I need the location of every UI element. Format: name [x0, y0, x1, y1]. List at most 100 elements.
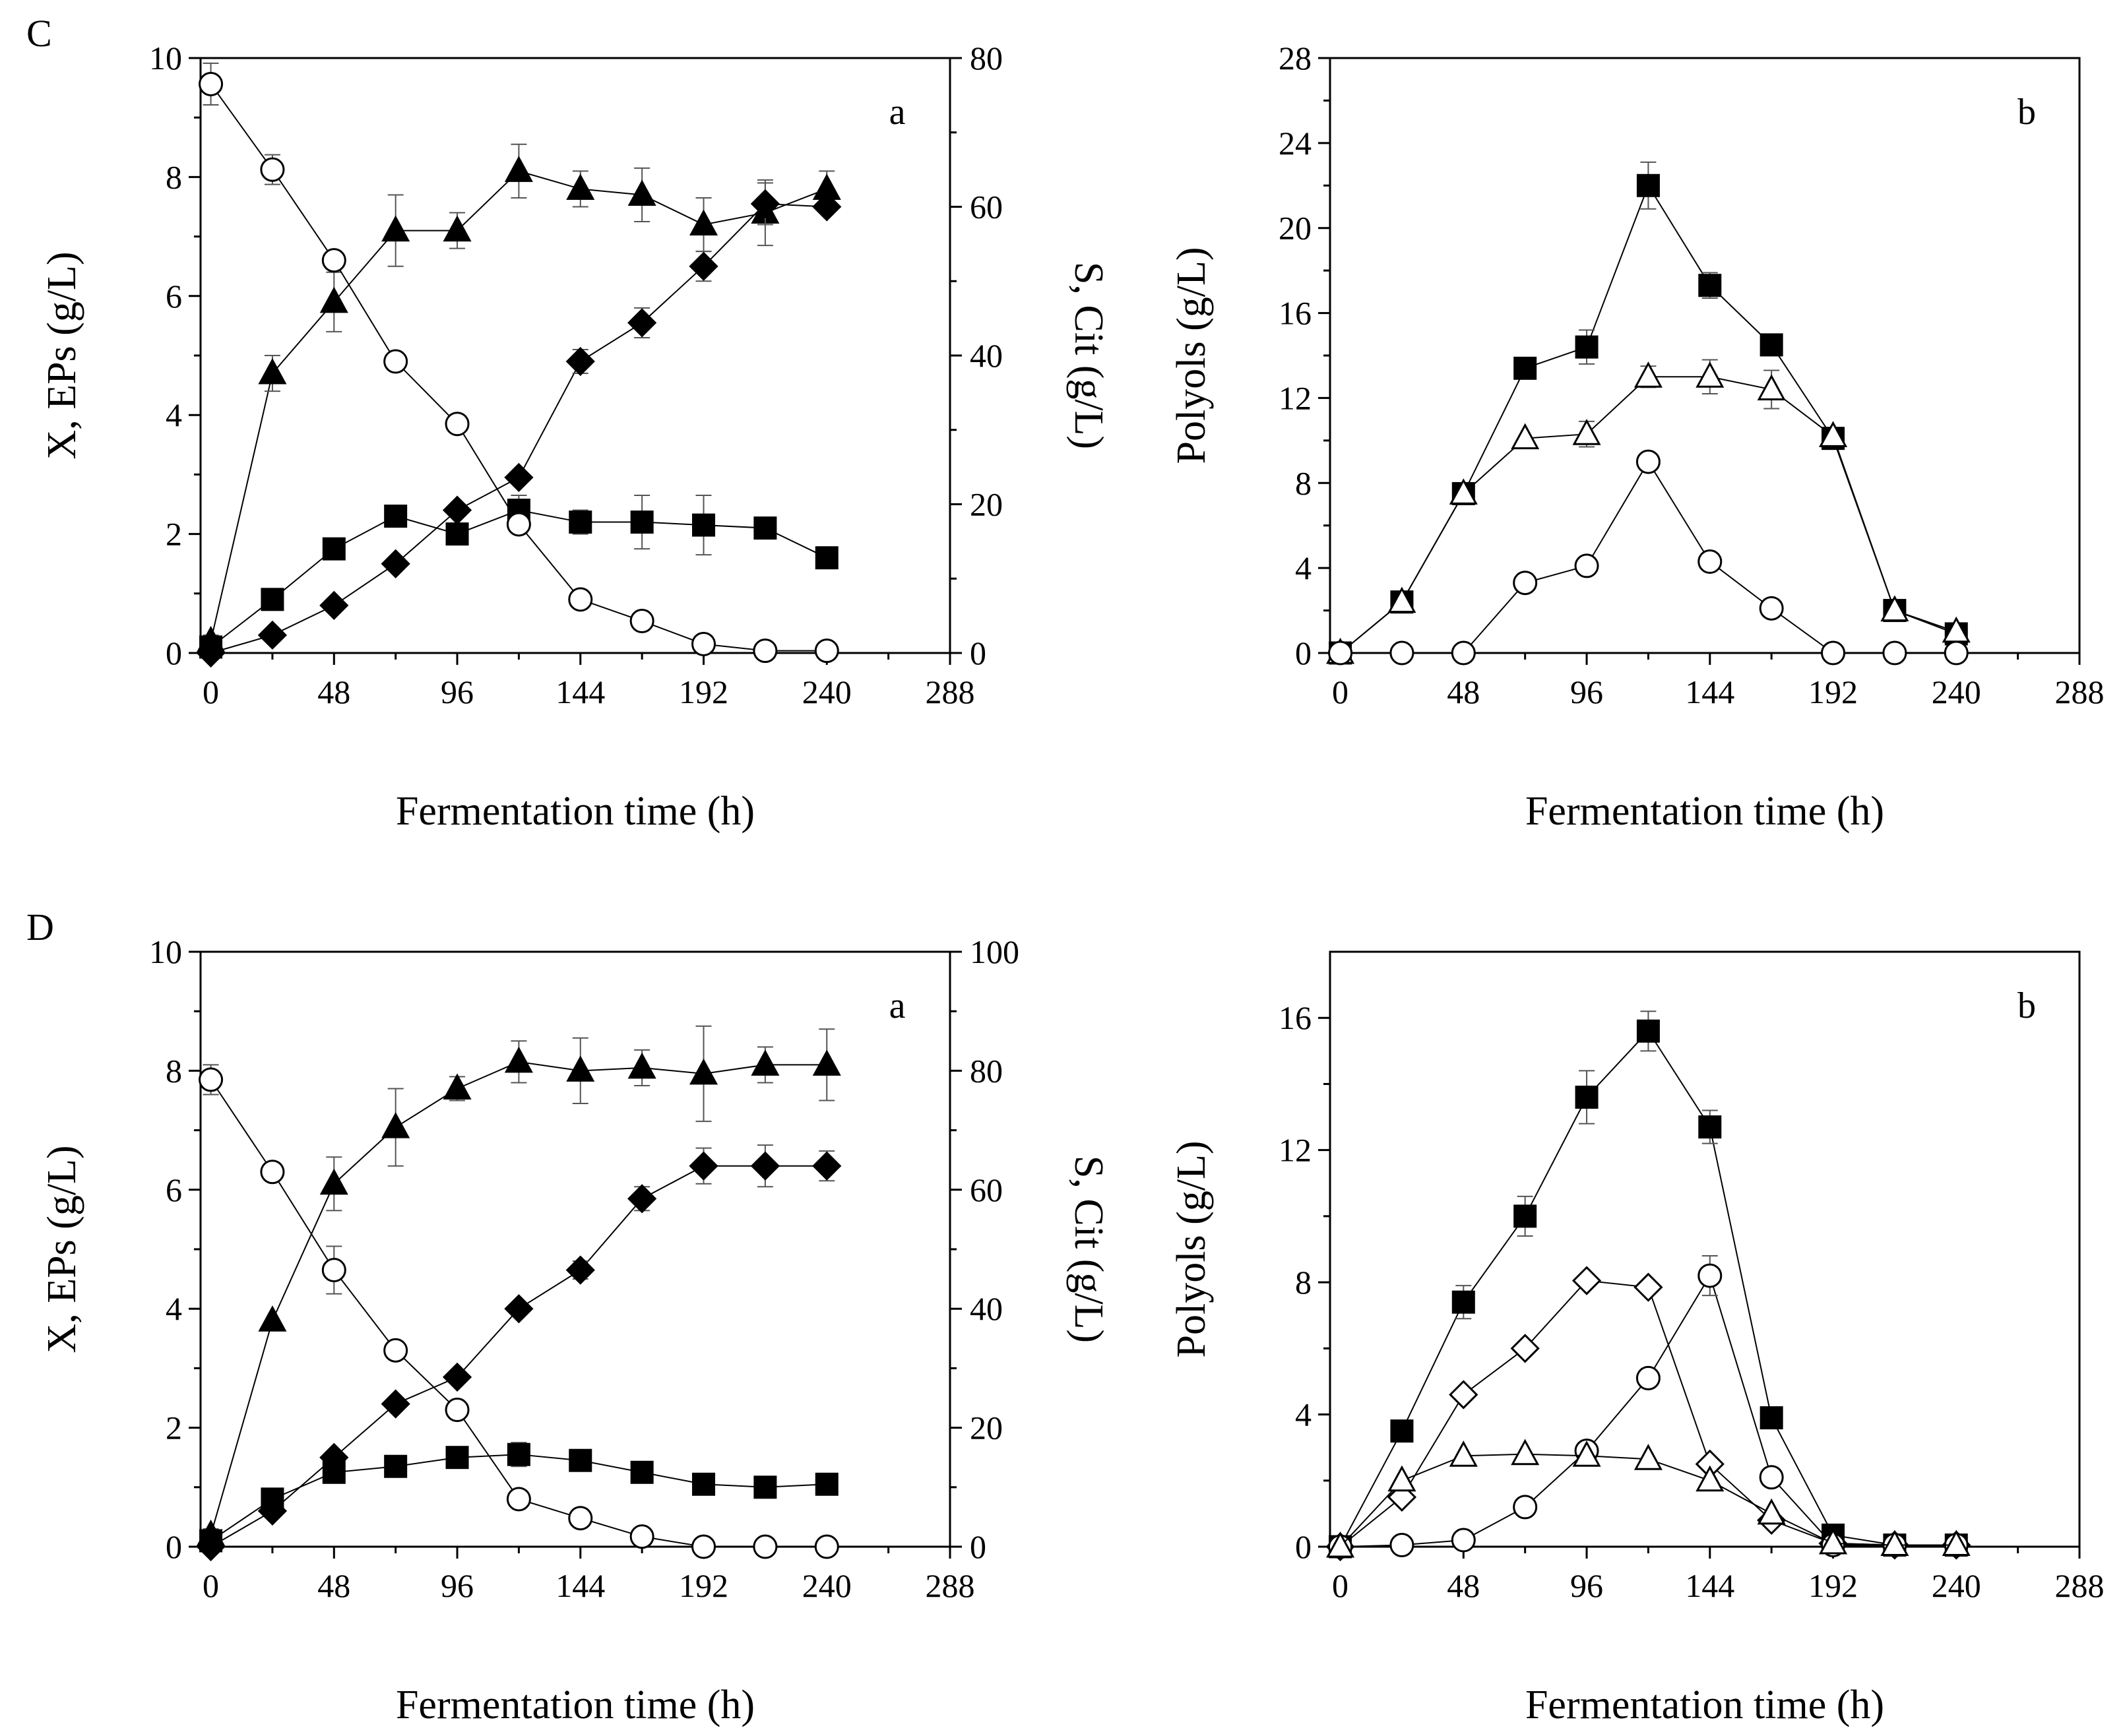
- data-point-square: [1760, 1406, 1783, 1430]
- series-line: [210, 170, 827, 642]
- y2-tick-label: 20: [970, 486, 1003, 523]
- y2-tick-label: 80: [970, 40, 1003, 77]
- panel-letter: a: [889, 92, 906, 133]
- data-point-square: [1636, 173, 1660, 197]
- data-point-square: [384, 505, 408, 528]
- y-tick-label: 6: [166, 278, 182, 315]
- data-point-square: [569, 511, 592, 534]
- data-point-square: [630, 1460, 654, 1484]
- data-point-square: [815, 546, 839, 570]
- y-tick-label: 4: [1295, 549, 1312, 586]
- data-point-diamond: [442, 1362, 472, 1392]
- x-axis-title: Fermentation time (h): [396, 1683, 755, 1727]
- series-circle-open: [199, 1064, 839, 1559]
- panel-letter: b: [2017, 92, 2036, 133]
- data-point-triangle: [319, 1168, 348, 1195]
- data-point-circle: [1759, 596, 1784, 621]
- data-point-square: [692, 1472, 716, 1496]
- x-axis-title: Fermentation time (h): [1525, 789, 1884, 834]
- data-point-circle: [629, 609, 654, 634]
- x-tick-label: 96: [441, 1567, 474, 1604]
- data-point-square: [322, 537, 346, 561]
- x-axis-title: Fermentation time (h): [1525, 1683, 1884, 1727]
- y2-tick-label: 20: [970, 1410, 1003, 1446]
- data-point-circle: [1759, 1465, 1784, 1490]
- x-tick-label: 192: [1808, 673, 1858, 710]
- data-point-circle: [1328, 640, 1353, 666]
- data-point-square: [261, 1487, 284, 1511]
- data-point-circle: [383, 1338, 408, 1363]
- y-tick-label: 8: [1295, 464, 1312, 501]
- x-tick-label: 192: [679, 1567, 728, 1604]
- data-point-square: [1636, 1019, 1660, 1043]
- data-point-triangle: [1449, 478, 1478, 505]
- y-tick-label: 4: [1295, 1396, 1312, 1433]
- data-point-triangle: [381, 215, 410, 242]
- data-point-circle: [199, 71, 224, 96]
- data-point-triangle: [566, 1055, 595, 1082]
- x-tick-label: 144: [555, 1567, 605, 1604]
- series-diamond-open: [1325, 1266, 1971, 1562]
- data-point-triangle: [1387, 586, 1416, 613]
- data-point-circle: [568, 1506, 593, 1531]
- data-point-circle: [1513, 1495, 1538, 1520]
- data-point-square: [815, 1472, 839, 1496]
- data-point-circle: [1451, 640, 1476, 666]
- x-tick-label: 96: [1570, 1567, 1603, 1604]
- x-tick-label: 288: [2055, 1567, 2105, 1604]
- data-point-circle: [1697, 549, 1723, 574]
- data-point-triangle: [1696, 361, 1725, 388]
- data-point-diamond: [504, 462, 534, 493]
- data-point-square: [1760, 333, 1783, 357]
- data-point-triangle: [751, 1049, 780, 1076]
- data-point-circle: [1882, 640, 1907, 666]
- data-point-square: [753, 1475, 777, 1499]
- data-point-triangle: [1572, 1441, 1601, 1467]
- data-point-square: [1575, 1085, 1599, 1109]
- data-point-diamond: [750, 1151, 780, 1181]
- data-point-triangle: [1633, 361, 1663, 388]
- x-tick-label: 240: [1932, 673, 1981, 710]
- data-point-circle: [1389, 640, 1414, 666]
- data-point-triangle: [1633, 1444, 1663, 1470]
- chart-c-b: 0 48 96 144 192 240 2880481216202428Fermentati…: [1169, 40, 2105, 834]
- data-point-circle: [691, 631, 716, 656]
- x-axis-title: Fermentation time (h): [396, 789, 755, 834]
- row-label-c: C: [26, 12, 52, 55]
- y2-tick-label: 0: [970, 635, 986, 671]
- data-point-triangle: [319, 286, 348, 313]
- data-point-triangle: [1757, 374, 1786, 401]
- data-point-triangle: [812, 1049, 841, 1076]
- series-square-filled: [199, 494, 839, 659]
- data-point-diamond: [689, 251, 718, 281]
- series-line: [210, 202, 827, 654]
- y-tick-label: 16: [1279, 295, 1312, 332]
- data-point-circle: [814, 638, 839, 664]
- data-point-diamond: [689, 1151, 718, 1181]
- data-point-diamond: [750, 189, 780, 219]
- data-point-circle: [445, 1398, 470, 1423]
- data-point-triangle: [1449, 1441, 1478, 1467]
- panel-letter: b: [2017, 985, 2036, 1026]
- data-point-triangle: [1818, 421, 1848, 447]
- y-tick-label: 0: [1295, 1528, 1312, 1565]
- x-tick-label: 144: [1685, 673, 1734, 710]
- data-point-circle: [199, 1067, 224, 1092]
- data-point-circle: [260, 157, 285, 182]
- x-tick-label: 240: [802, 673, 852, 710]
- y2-tick-label: 60: [970, 189, 1003, 226]
- data-point-diamond: [812, 1151, 842, 1181]
- series-circle-open: [199, 62, 839, 664]
- series-square-filled: [199, 1442, 839, 1553]
- data-point-diamond: [381, 1389, 410, 1419]
- x-tick-label: 48: [317, 1567, 350, 1604]
- data-point-square: [199, 1529, 223, 1553]
- data-point-triangle: [627, 179, 656, 206]
- x-tick-label: 48: [1447, 1567, 1480, 1604]
- x-tick-label: 48: [317, 673, 350, 710]
- y-tick-label: 4: [166, 1290, 182, 1327]
- data-point-square: [384, 1454, 408, 1478]
- data-point-square: [630, 511, 654, 534]
